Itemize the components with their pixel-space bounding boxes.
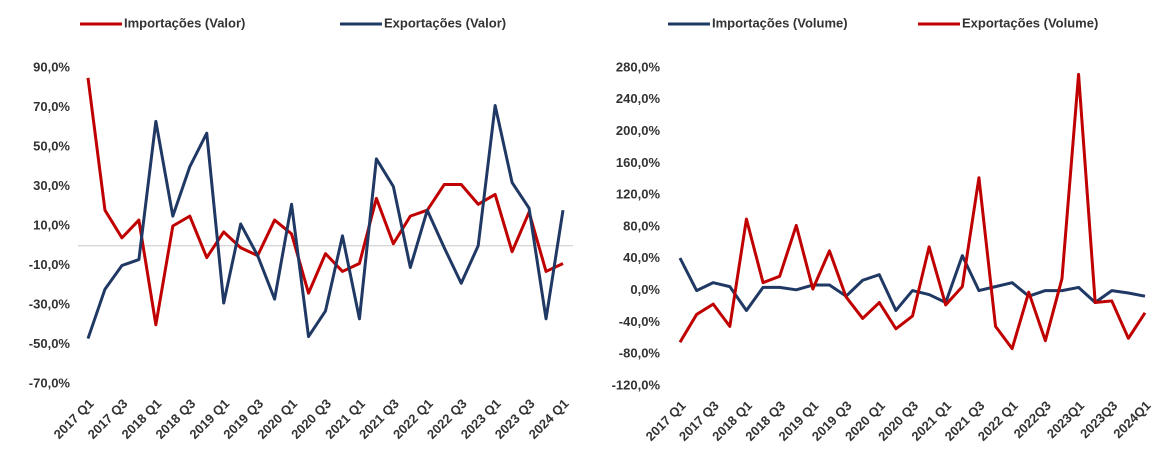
legend-label: Importações (Volume) xyxy=(712,15,848,30)
y-tick-label: -10,0% xyxy=(29,257,71,272)
y-tick-label: 50,0% xyxy=(33,138,70,153)
legend-label: Exportações (Valor) xyxy=(384,15,506,30)
line-series xyxy=(86,77,564,327)
y-tick-label: -70,0% xyxy=(29,375,71,390)
line-series xyxy=(678,254,1146,312)
line-series xyxy=(86,104,565,340)
y-tick-label: 70,0% xyxy=(33,99,70,114)
line-series xyxy=(678,72,1147,351)
y-tick-label: 40,0% xyxy=(623,250,660,265)
y-tick-label: 10,0% xyxy=(33,217,70,232)
y-tick-label: 240,0% xyxy=(616,91,661,106)
legend-label: Importações (Valor) xyxy=(124,15,245,30)
y-tick-label: 30,0% xyxy=(33,178,70,193)
x-tick-label: 2024Q1 xyxy=(1110,398,1153,441)
y-tick-label: 80,0% xyxy=(623,218,660,233)
y-tick-label: 120,0% xyxy=(616,187,661,202)
y-tick-label: 0,0% xyxy=(630,282,660,297)
y-tick-label: 90,0% xyxy=(33,59,70,74)
y-tick-label: -40,0% xyxy=(619,314,661,329)
legend-label: Exportações (Volume) xyxy=(962,15,1098,30)
y-tick-label: 160,0% xyxy=(616,155,661,170)
y-tick-label: -50,0% xyxy=(29,336,71,351)
y-tick-label: -80,0% xyxy=(619,346,661,361)
y-tick-label: 280,0% xyxy=(616,59,661,74)
y-tick-label: -30,0% xyxy=(29,296,71,311)
y-tick-label: 200,0% xyxy=(616,123,661,138)
y-tick-label: -120,0% xyxy=(612,377,661,392)
